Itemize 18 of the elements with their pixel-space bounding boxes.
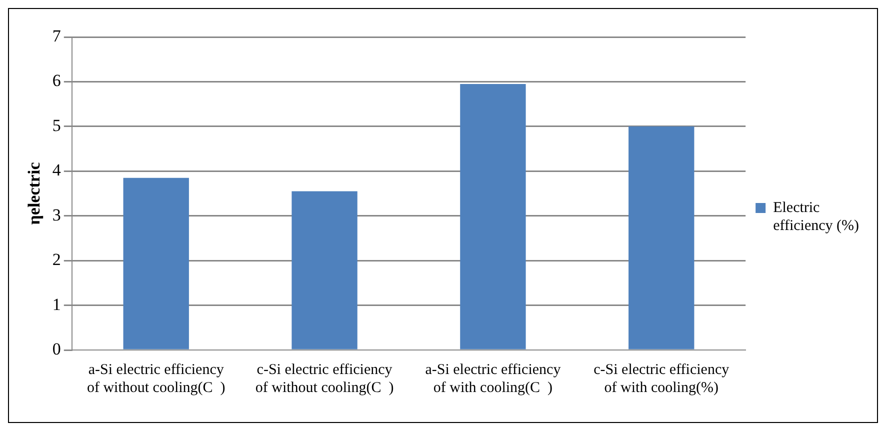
- x-tick-label: c-Si electric efficiency of without cooling(C ): [255, 362, 394, 396]
- y-tick-label: 0: [52, 339, 61, 358]
- y-tick-label: 3: [52, 205, 61, 224]
- bar: [123, 178, 189, 350]
- x-tick-label: a-Si electric efficiency of with cooling(C ): [425, 362, 562, 396]
- bar: [460, 84, 526, 350]
- y-tick-label: 5: [52, 116, 61, 135]
- bar: [292, 191, 358, 350]
- y-tick-label: 4: [52, 160, 62, 180]
- bar: [628, 126, 694, 350]
- y-axis-title: ηelectric: [24, 162, 44, 225]
- x-tick-label: c-Si electric efficiency of with cooling(%): [594, 362, 730, 396]
- legend-label: Electric efficiency (%): [773, 200, 860, 234]
- x-tick-label: a-Si electric efficiency of without cooling(C ): [86, 362, 226, 396]
- y-tick-label: 2: [52, 250, 61, 270]
- y-tick-label: 1: [52, 294, 61, 314]
- y-tick-label: 6: [52, 71, 61, 90]
- y-tick-label: 7: [52, 26, 62, 46]
